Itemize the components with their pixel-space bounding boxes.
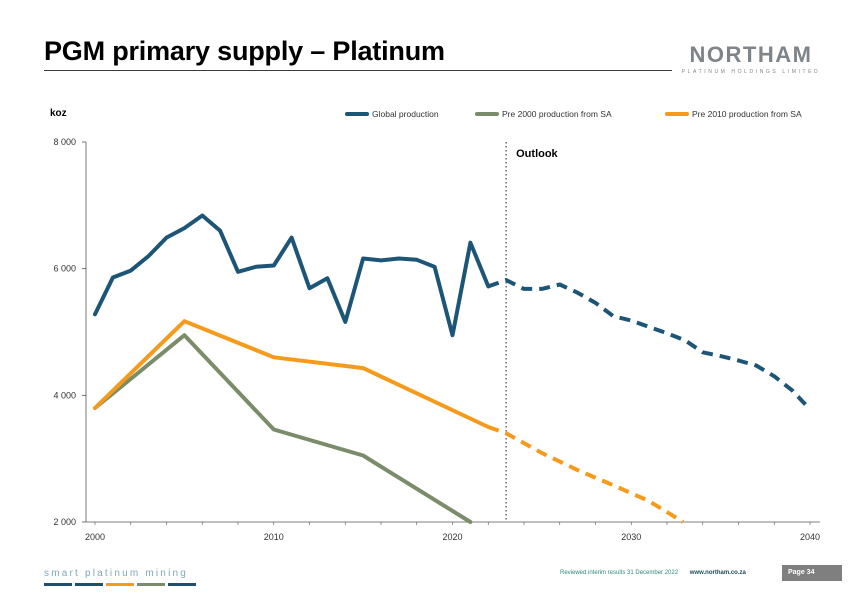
series-line-pre-2000-production-from-sa: [93, 333, 473, 524]
footer-bar-5: [168, 583, 196, 586]
y-tick-label: 8 000: [53, 137, 76, 147]
x-tick-label: 2000: [85, 532, 105, 542]
x-tick-label: 2030: [621, 532, 641, 542]
footer-info: Reviewed interim results 31 December 202…: [560, 570, 746, 576]
series-line-global-production: [93, 213, 491, 338]
y-tick-label: 2 000: [53, 517, 76, 527]
logo-name: NORTHAM: [689, 42, 813, 67]
x-tick-label: 2040: [800, 532, 820, 542]
forecast-line-pre-2010-production-from-sa: [487, 425, 685, 524]
outlook-label: Outlook: [516, 148, 558, 160]
legend-label-pre-2000-production-from-sa: Pre 2000 production from SA: [502, 109, 612, 119]
page-number: Page 34: [782, 565, 842, 581]
y-tick-label: 4 000: [53, 390, 76, 400]
footer-bar-4: [137, 583, 165, 586]
footer-color-bars: [44, 583, 196, 586]
title-rule: [44, 70, 672, 71]
series-line-pre-2010-production-from-sa: [93, 319, 491, 429]
legend-label-global-production: Global production: [372, 109, 439, 119]
forecast-line-global-production: [487, 278, 812, 411]
northam-logo: NORTHAM PLATINUM HOLDINGS LIMITED: [680, 42, 822, 76]
footer-bar-3: [106, 583, 134, 586]
footer-bar-2: [75, 583, 103, 586]
legend-label-pre-2010-production-from-sa: Pre 2010 production from SA: [692, 109, 802, 119]
footer-bar-1: [44, 583, 72, 586]
x-tick-label: 2020: [442, 532, 462, 542]
page-title: PGM primary supply – Platinum: [44, 36, 445, 66]
footer-tagline: smart platinum mining: [44, 568, 189, 579]
footer-report-label: Reviewed interim results 31 December 202…: [560, 570, 679, 576]
footer-website-link[interactable]: www.northam.co.za: [689, 570, 746, 576]
logo-tagline: PLATINUM HOLDINGS LIMITED: [681, 69, 821, 75]
x-tick-label: 2010: [264, 532, 284, 542]
y-axis-label: koz: [50, 108, 67, 119]
y-tick-label: 6 000: [53, 264, 76, 274]
